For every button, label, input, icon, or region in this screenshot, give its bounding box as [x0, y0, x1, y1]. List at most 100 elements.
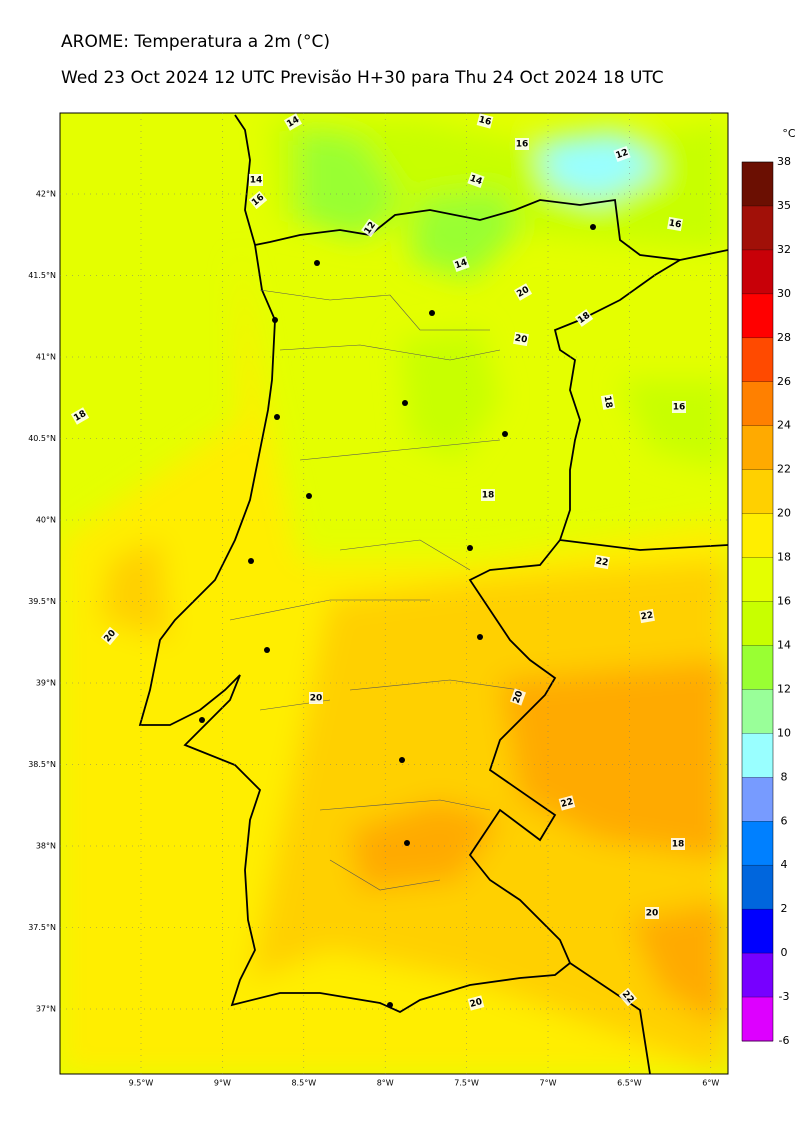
contour-label-text: 20: [310, 694, 323, 704]
contour-label-bg: [452, 255, 470, 273]
colorbar-band: [742, 293, 773, 339]
contour-label: 20: [513, 331, 529, 347]
lat-label: 38.5°N: [28, 760, 56, 769]
contour-label-bg: [509, 688, 527, 706]
colorbar-band: [742, 205, 773, 251]
contour-label: 20: [509, 688, 527, 706]
contour-label-bg: [672, 401, 686, 413]
colorbar-label: -6: [779, 1034, 790, 1047]
colorbar-label: 16: [777, 595, 791, 608]
contour-label: 14: [467, 171, 485, 189]
contour-label: 16: [672, 401, 686, 413]
colorbar-label: 8: [781, 770, 788, 783]
contour-label: 14: [452, 255, 470, 273]
contour-label: 12: [361, 218, 379, 238]
colorbar-band: [742, 909, 773, 954]
contour-label: 20: [645, 907, 659, 919]
contour-label: 14: [283, 113, 303, 131]
contour-label-text: 16: [673, 403, 686, 413]
colorbar-band: [742, 162, 773, 207]
contour-label-text: 20: [469, 997, 484, 1010]
colorbar-label: 24: [777, 419, 791, 432]
colorbar-band: [742, 689, 773, 734]
district-boundaries: [229, 289, 521, 891]
contour-label: 18: [481, 489, 495, 501]
lat-label: 41.5°N: [28, 271, 56, 280]
colorbar-band: [742, 337, 773, 383]
map-frame: [59, 112, 729, 1075]
contour-label-text: 14: [454, 258, 469, 272]
title: AROME: Temperatura a 2m (°C): [61, 32, 331, 52]
contour-label-bg: [613, 145, 631, 163]
lon-label: 7.5°W: [454, 1079, 479, 1088]
contour-label-text: 18: [672, 840, 685, 850]
contour-label: 18: [671, 838, 685, 850]
colorbar-band: [742, 249, 773, 295]
colorbar-label: 12: [777, 682, 791, 695]
colorbar-band: [742, 865, 773, 910]
contour-label: 20: [309, 692, 323, 704]
contour-label-text: 22: [640, 610, 654, 622]
lat-label: 40.5°N: [28, 434, 56, 443]
colorbar-label: 4: [781, 858, 788, 871]
subtitle: Wed 23 Oct 2024 12 UTC Previsão H+30 par…: [61, 68, 664, 88]
contour-label-text: 20: [512, 690, 526, 705]
contour-label-bg: [639, 608, 655, 624]
contour-label: 22: [558, 795, 576, 811]
lat-label: 37.5°N: [28, 923, 56, 932]
contour-label: 16: [667, 216, 683, 232]
colorbar-label: 30: [777, 287, 791, 300]
lon-label: 9°W: [214, 1079, 231, 1088]
coastline-border: [138, 114, 728, 1074]
contour-label-bg: [283, 113, 303, 131]
contour-label-bg: [515, 138, 529, 150]
contour-label-bg: [309, 692, 323, 704]
colorbar-label: 22: [777, 463, 791, 476]
lat-label: 39°N: [36, 679, 56, 688]
temperature-field: [60, 113, 728, 1074]
colorbar-band: [742, 601, 773, 646]
colorbar-band: [742, 425, 773, 471]
colorbar-band: [742, 733, 773, 778]
contour-label-bg: [667, 216, 683, 232]
contour-label-bg: [70, 407, 90, 425]
cities: [199, 224, 596, 1008]
contour-label: 12: [613, 145, 631, 163]
contour-label: 20: [467, 995, 485, 1011]
colorbar-label: 20: [777, 507, 791, 520]
colorbar-band: [742, 953, 773, 998]
contour-label: 22: [639, 608, 655, 624]
contour-label: 14: [249, 174, 263, 186]
colorbar-unit: °C: [782, 127, 796, 140]
colorbar-label: 26: [777, 375, 791, 388]
colorbar-label: 32: [777, 243, 791, 256]
lon-label: 6.5°W: [617, 1079, 642, 1088]
contour-label-bg: [248, 190, 268, 210]
contour-label: 18: [574, 309, 594, 327]
lat-label: 39.5°N: [28, 597, 56, 606]
contour-label: 22: [594, 554, 610, 570]
contour-label-text: 16: [478, 115, 493, 128]
colorbar-label: 18: [777, 551, 791, 564]
colorbar-band: [742, 777, 773, 822]
contour-label-bg: [594, 554, 610, 570]
contour-label-text: 14: [468, 174, 483, 188]
contour-label-bg: [618, 987, 638, 1007]
lat-label: 37°N: [36, 1005, 56, 1014]
colorbar-label: 38: [777, 155, 791, 168]
colorbar-band: [742, 469, 773, 515]
contour-label-text: 22: [595, 556, 609, 568]
contour-label-bg: [513, 331, 529, 347]
contour-label: 18: [600, 394, 616, 410]
contour-label-text: 14: [250, 176, 263, 186]
colorbar-label: 10: [777, 726, 791, 739]
colorbar-band: [742, 997, 773, 1042]
contour-label-text: 18: [601, 395, 613, 409]
lon-label: 6°W: [702, 1079, 719, 1088]
contour-label-bg: [600, 394, 616, 410]
contour-label-text: 16: [516, 140, 529, 150]
contour-label: 16: [515, 138, 529, 150]
lat-label: 42°N: [36, 190, 56, 199]
